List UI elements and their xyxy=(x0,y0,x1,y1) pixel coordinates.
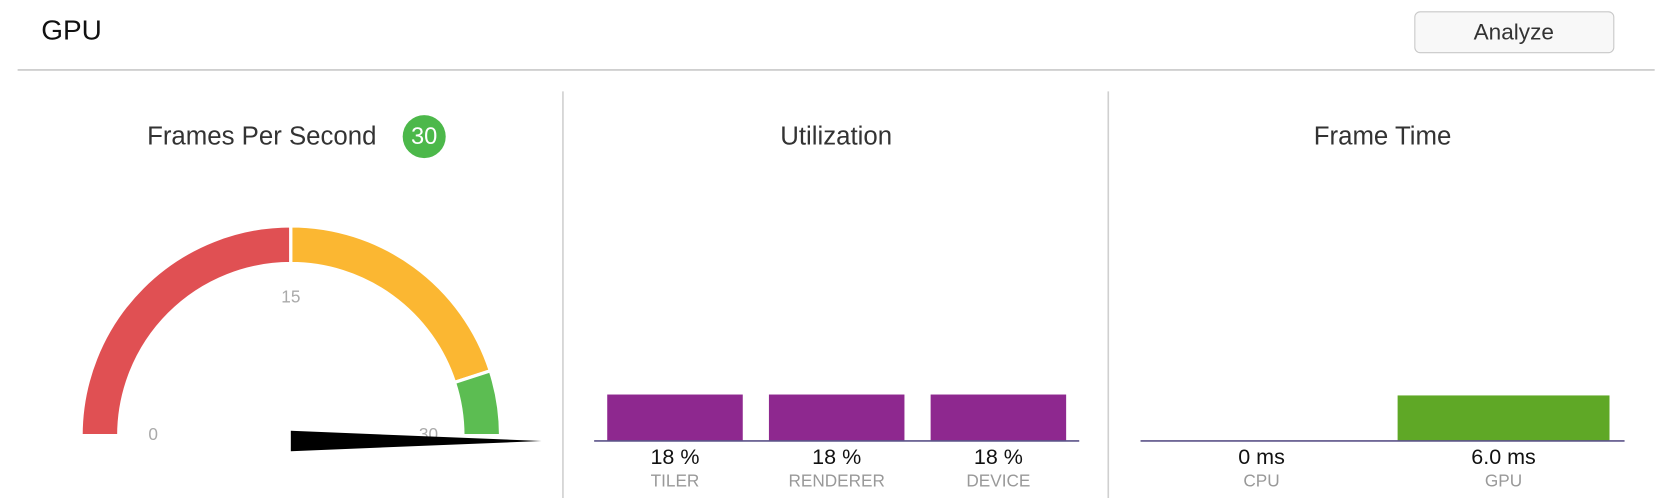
bar xyxy=(930,394,1067,441)
gauge-band xyxy=(289,224,493,385)
fps-badge xyxy=(402,115,446,159)
value-label: 18 % xyxy=(812,445,861,469)
gauge-tick-label: 0 xyxy=(148,424,158,444)
gauge-needle xyxy=(290,430,542,452)
bar xyxy=(768,394,905,441)
value-label: 0 ms xyxy=(1238,445,1285,469)
bar xyxy=(1397,395,1610,441)
category-label: DEVICE xyxy=(966,470,1030,490)
gauge-tick-label: 15 xyxy=(281,286,300,306)
chart-title: Frames Per Second xyxy=(147,122,376,150)
button-bg[interactable] xyxy=(1414,11,1615,54)
value-label: 18 % xyxy=(650,445,699,469)
chart-title: Utilization xyxy=(780,122,892,150)
header-title: GPU xyxy=(41,15,102,46)
chart-title: Frame Time xyxy=(1314,122,1452,150)
bar xyxy=(607,394,743,441)
value-label: 18 % xyxy=(974,445,1023,469)
category-label: GPU xyxy=(1485,470,1522,490)
gauge-band xyxy=(79,224,293,438)
category-label: TILER xyxy=(651,470,700,490)
value-label: 6.0 ms xyxy=(1471,445,1536,469)
analyze-button[interactable]: Analyze xyxy=(1414,11,1615,54)
button-label[interactable]: Analyze xyxy=(1474,19,1554,44)
category-label: RENDERER xyxy=(788,470,884,490)
gauge-band xyxy=(452,368,503,438)
fps-badge-value: 30 xyxy=(411,124,437,150)
category-label: CPU xyxy=(1243,470,1279,490)
